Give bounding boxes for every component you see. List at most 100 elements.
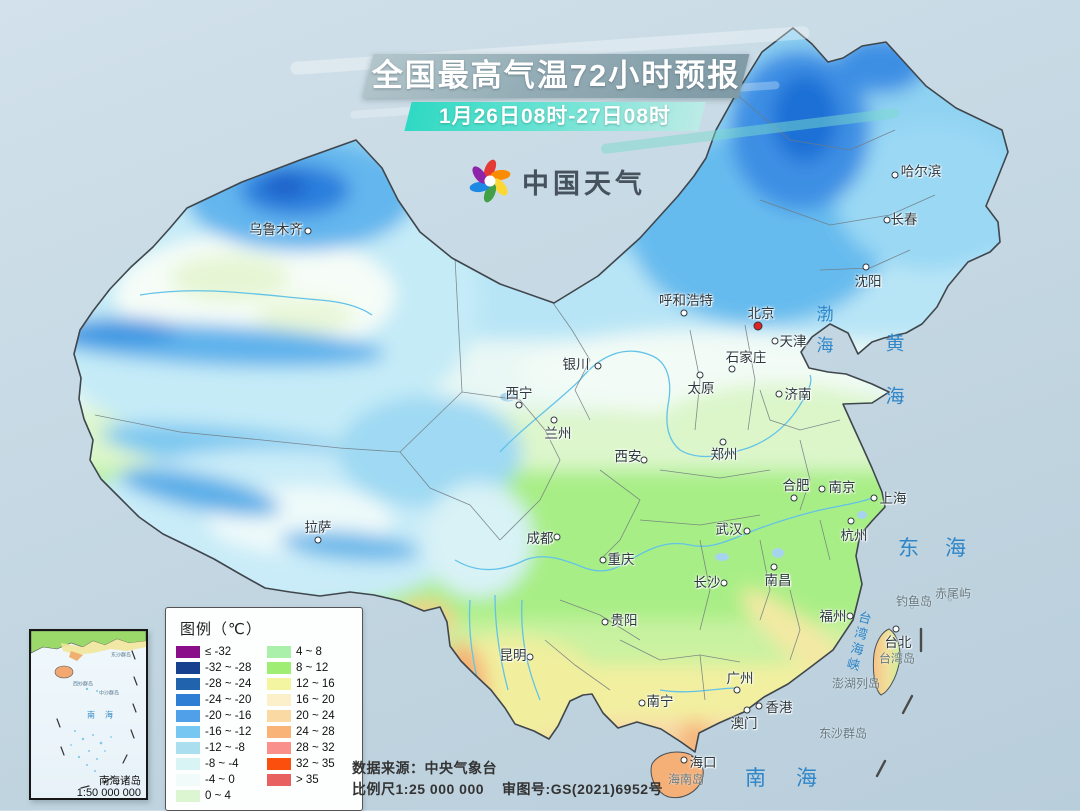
- legend-row: ≤ -32: [176, 645, 261, 659]
- city-marker: [891, 171, 899, 179]
- sea-label: 东海: [898, 536, 992, 560]
- legend-range-label: -28 ~ -24: [205, 677, 252, 690]
- city-label: 呼和浩特: [659, 293, 713, 308]
- minor-islands: [827, 598, 952, 738]
- legend-row: -32 ~ -28: [176, 661, 261, 675]
- legend-range-label: -12 ~ -8: [205, 741, 245, 754]
- island-label: 东沙群岛: [818, 726, 868, 741]
- city-label: 福州: [819, 609, 847, 624]
- city-label: 合肥: [782, 478, 810, 493]
- city-marker: [870, 494, 878, 502]
- country-outline: [73, 27, 1009, 753]
- city-label: 济南: [784, 387, 812, 402]
- legend-range-label: 16 ~ 20: [296, 693, 335, 706]
- legend-row: 28 ~ 32: [267, 741, 352, 755]
- legend-column-right: 4 ~ 8 8 ~ 12 12 ~ 16 16 ~ 20 20 ~ 24 24 ~ 28 2…: [267, 645, 352, 803]
- legend-swatch: [267, 693, 291, 706]
- legend-range-label: 4 ~ 8: [296, 645, 322, 658]
- island-label: 赤尾屿: [934, 586, 972, 601]
- capital-city-marker: [753, 321, 763, 331]
- city-marker: [771, 337, 779, 345]
- city-marker: [719, 438, 727, 446]
- legend-range-label: > 35: [296, 773, 319, 786]
- city-marker: [743, 527, 751, 535]
- city-marker: [638, 699, 646, 707]
- legend-range-label: 28 ~ 32: [296, 741, 335, 754]
- city-label: 南京: [828, 480, 856, 495]
- city-marker: [515, 401, 523, 409]
- island-label: 澎湖列岛: [831, 676, 881, 691]
- legend-swatch: [176, 773, 200, 786]
- city-label: 长春: [890, 212, 918, 227]
- city-marker: [892, 625, 900, 633]
- legend-range-label: -4 ~ 0: [205, 773, 235, 786]
- sea-label: 南海: [745, 766, 847, 790]
- map-source-info: 数据来源：中央气象台 比例尺1:25 000 000 审图号:GS(2021)69…: [352, 758, 663, 800]
- city-label: 沈阳: [854, 274, 882, 289]
- city-marker: [526, 653, 534, 661]
- legend-swatch: [176, 725, 200, 738]
- city-label: 上海: [879, 491, 907, 506]
- legend-swatch: [267, 709, 291, 722]
- legend-range-label: 20 ~ 24: [296, 709, 335, 722]
- city-marker: [599, 556, 607, 564]
- legend-range-label: 0 ~ 4: [205, 789, 231, 802]
- legend-swatch: [267, 725, 291, 738]
- map-scale: 比例尺1:25 000 000: [352, 781, 485, 797]
- city-marker: [883, 216, 891, 224]
- temperature-legend: 图例（℃） ≤ -32 -32 ~ -28 -28 ~ -24 -24 ~ -20 -2…: [165, 607, 363, 811]
- city-marker: [818, 485, 826, 493]
- legend-range-label: -8 ~ -4: [205, 757, 239, 770]
- legend-title: 图例（℃）: [180, 621, 262, 638]
- city-marker: [680, 756, 688, 764]
- legend-swatch: [176, 677, 200, 690]
- city-label: 长沙: [693, 575, 721, 590]
- legend-row: -16 ~ -12: [176, 725, 261, 739]
- city-marker: [728, 365, 736, 373]
- city-label: 昆明: [499, 648, 527, 663]
- city-label: 武汉: [715, 522, 743, 537]
- city-label: 太原: [687, 381, 715, 396]
- city-marker: [775, 390, 783, 398]
- city-label: 乌鲁木齐: [249, 222, 303, 237]
- city-label: 澳门: [730, 716, 758, 731]
- legend-range-label: 32 ~ 35: [296, 757, 335, 770]
- legend-row: -8 ~ -4: [176, 757, 261, 771]
- city-label: 台北: [884, 635, 912, 650]
- data-source-line: 数据来源：中央气象台: [352, 760, 497, 776]
- province-borders: [94, 93, 936, 701]
- page-title: 全国最高气温72小时预报: [371, 58, 741, 93]
- approval-number: 审图号:GS(2021)6952号: [502, 781, 664, 797]
- legend-row: 24 ~ 28: [267, 725, 352, 739]
- legend-range-label: ≤ -32: [205, 645, 232, 658]
- inset-title: 南海诸岛: [99, 775, 141, 787]
- city-marker: [743, 706, 751, 714]
- city-label: 哈尔滨: [900, 164, 942, 179]
- inset-island-group-label: 中沙群岛: [98, 690, 120, 697]
- legend-swatch: [176, 789, 200, 802]
- legend-swatch: [176, 709, 200, 722]
- legend-range-label: 24 ~ 28: [296, 725, 335, 738]
- legend-swatch: [176, 645, 200, 658]
- legend-swatch: [176, 693, 200, 706]
- taiwan-island: [872, 628, 901, 696]
- city-marker: [770, 563, 778, 571]
- legend-columns: ≤ -32 -32 ~ -28 -28 ~ -24 -24 ~ -20 -20 ~ -1…: [176, 645, 352, 803]
- city-label: 石家庄: [725, 350, 767, 365]
- south-china-sea-inset-map: 南海 东沙群岛 西沙群岛 中沙群岛 南海诸岛 1:50 000 000: [29, 629, 148, 800]
- city-marker: [553, 533, 561, 541]
- city-marker: [862, 263, 870, 271]
- island-label: 台湾岛: [878, 651, 916, 666]
- inset-island-group-label: 西沙群岛: [72, 681, 94, 688]
- legend-row: -4 ~ 0: [176, 773, 261, 787]
- legend-row: -28 ~ -24: [176, 677, 261, 691]
- legend-range-label: -20 ~ -16: [205, 709, 252, 722]
- sea-label: 黄海: [882, 333, 904, 439]
- legend-row: 32 ~ 35: [267, 757, 352, 771]
- city-marker: [594, 362, 602, 370]
- city-marker: [601, 618, 609, 626]
- island-label: 海南岛: [667, 772, 705, 787]
- legend-row: -20 ~ -16: [176, 709, 261, 723]
- legend-swatch: [267, 741, 291, 754]
